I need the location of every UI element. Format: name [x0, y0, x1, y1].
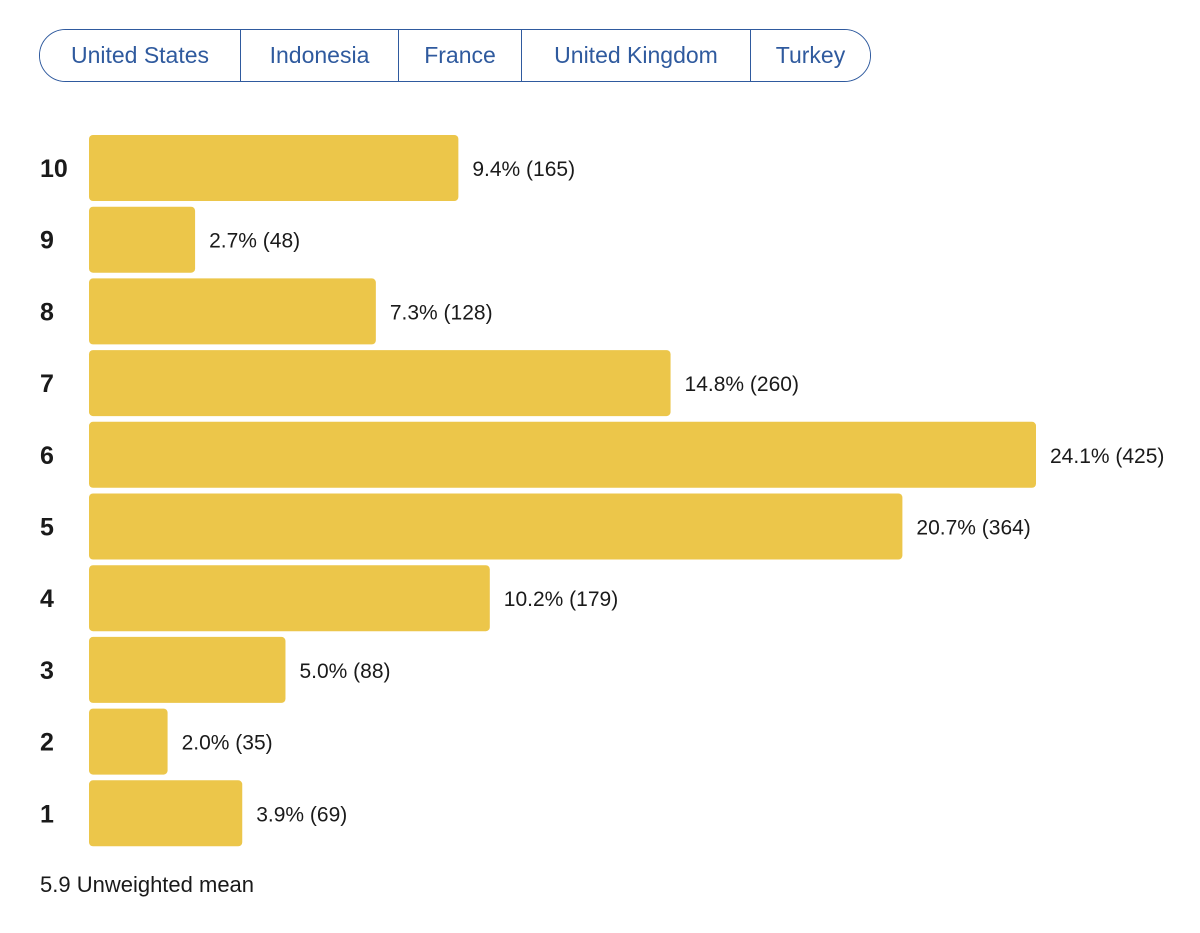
data-label: 5.0% (88)	[299, 660, 390, 683]
country-tabs: United States Indonesia France United Ki…	[39, 29, 871, 82]
bar-2	[89, 708, 168, 775]
tab-turkey[interactable]: Turkey	[750, 30, 870, 81]
tab-united-kingdom[interactable]: United Kingdom	[521, 30, 750, 81]
category-label: 10	[40, 155, 68, 183]
data-label: 9.4% (165)	[472, 158, 575, 181]
data-label: 14.8% (260)	[685, 373, 799, 396]
data-label: 24.1% (425)	[1050, 445, 1164, 468]
data-label: 10.2% (179)	[504, 588, 618, 611]
unweighted-mean: 5.9 Unweighted mean	[40, 872, 255, 897]
tab-indonesia[interactable]: Indonesia	[240, 30, 398, 81]
data-label: 20.7% (364)	[916, 517, 1030, 540]
bar-3	[89, 636, 286, 703]
bar-10	[89, 135, 459, 201]
data-label: 3.9% (69)	[256, 803, 347, 826]
category-label: 6	[40, 442, 54, 470]
bar-9	[89, 206, 196, 273]
category-label: 7	[40, 370, 54, 398]
bar-chart: 10 9.4% (165) 9 2.7% (48) 8 7.3% (128) 7 14.8% …	[40, 135, 1164, 847]
tab-united-states[interactable]: United States	[40, 30, 240, 81]
bar-6	[89, 421, 1036, 488]
category-label: 4	[40, 585, 54, 613]
category-label: 5	[40, 514, 54, 542]
category-label: 9	[40, 227, 54, 255]
data-label: 7.3% (128)	[390, 301, 493, 324]
bar-4	[89, 565, 490, 632]
bar-7	[89, 350, 671, 417]
bar-8	[89, 278, 376, 345]
category-label: 3	[40, 657, 54, 685]
category-label: 8	[40, 298, 54, 326]
category-label: 1	[40, 800, 54, 828]
tab-france[interactable]: France	[398, 30, 521, 81]
bar-1	[89, 780, 243, 847]
bar-5	[89, 493, 903, 560]
data-label: 2.7% (48)	[209, 230, 300, 253]
category-label: 2	[40, 729, 54, 757]
data-label: 2.0% (35)	[182, 732, 273, 755]
